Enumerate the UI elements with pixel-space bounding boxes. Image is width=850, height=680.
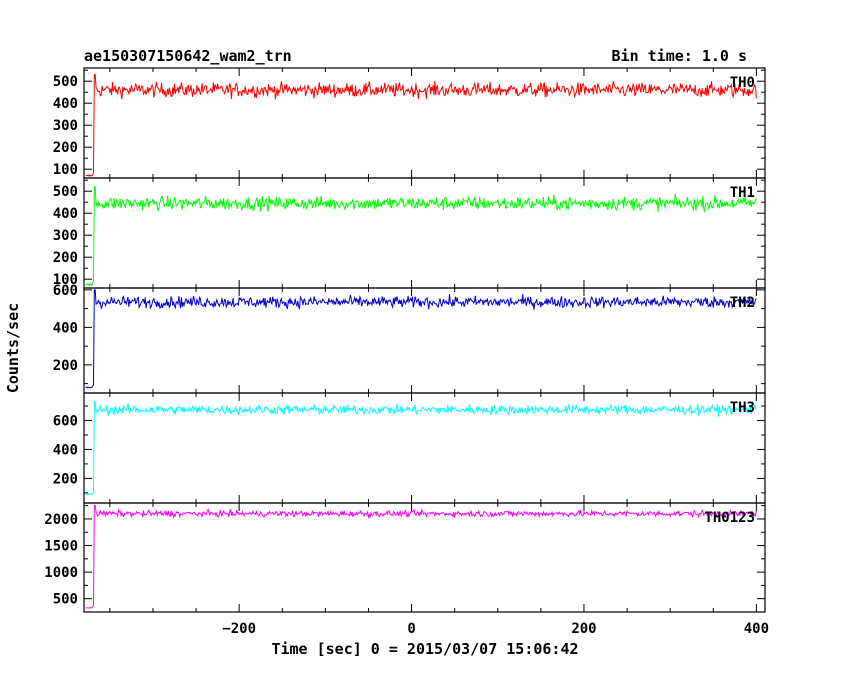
y-tick-label: 600 — [53, 283, 78, 299]
panel-th2: 200 400 600 TH2 — [53, 283, 766, 394]
x-axis: −200 0 200 400 — [222, 621, 769, 637]
panels-group: 100 200 300 400 500 TH0 100 200 300 400 500 TH1 200 4… — [44, 67, 766, 613]
y-tick-label: 300 — [53, 228, 78, 244]
bin-time-label: Bin time: 1.0 s — [612, 47, 747, 65]
y-tick-label: 500 — [53, 74, 78, 90]
panel-th0: 100 200 300 400 500 TH0 — [53, 67, 766, 179]
panel-label-th2: TH2 — [730, 295, 755, 311]
y-tick-label: 500 — [53, 592, 78, 608]
y-tick-label: 400 — [53, 96, 78, 112]
y-tick-label: 600 — [53, 414, 78, 430]
x-tick-label: −200 — [222, 621, 256, 637]
series-line-th3 — [85, 401, 757, 496]
y-tick-label: 300 — [53, 118, 78, 134]
y-tick-label: 200 — [53, 250, 78, 266]
panel-frame — [83, 67, 766, 179]
y-tick-label: 400 — [53, 320, 78, 336]
y-tick-label: 1500 — [44, 539, 78, 555]
panel-frame — [83, 502, 766, 613]
y-tick-label: 1000 — [44, 565, 78, 581]
y-tick-label: 200 — [53, 140, 78, 156]
panel-label-th3: TH3 — [730, 400, 755, 416]
y-tick-label: 100 — [53, 162, 78, 178]
y-axis-label: Counts/sec — [4, 303, 22, 393]
y-tick-label: 2000 — [44, 512, 78, 528]
panel-label-th1: TH1 — [730, 185, 755, 201]
series-line-th0123 — [85, 505, 757, 609]
panel-th0123: 500 1000 1500 2000 TH0123 — [44, 502, 766, 613]
x-tick-label: 400 — [744, 621, 769, 637]
panel-label-th0: TH0 — [730, 75, 755, 91]
y-tick-label: 500 — [53, 184, 78, 200]
y-tick-label: 400 — [53, 206, 78, 222]
panel-th3: 200 400 600 TH3 — [53, 392, 766, 504]
x-tick-label: 200 — [571, 621, 596, 637]
series-line-th0 — [85, 74, 757, 177]
y-tick-label: 200 — [53, 471, 78, 487]
panel-label-th0123: TH0123 — [704, 510, 755, 526]
y-tick-label: 200 — [53, 358, 78, 374]
x-axis-label: Time [sec] 0 = 2015/03/07 15:06:42 — [271, 640, 578, 658]
series-line-th2 — [85, 289, 757, 389]
y-tick-label: 400 — [53, 442, 78, 458]
chart-title: ae150307150642_wam2_trn — [84, 47, 292, 65]
panel-th1: 100 200 300 400 500 TH1 — [53, 177, 766, 289]
panel-frame — [83, 177, 766, 289]
x-tick-label: 0 — [407, 621, 415, 637]
y-tick-label: 100 — [53, 272, 78, 288]
series-line-th1 — [85, 186, 757, 287]
